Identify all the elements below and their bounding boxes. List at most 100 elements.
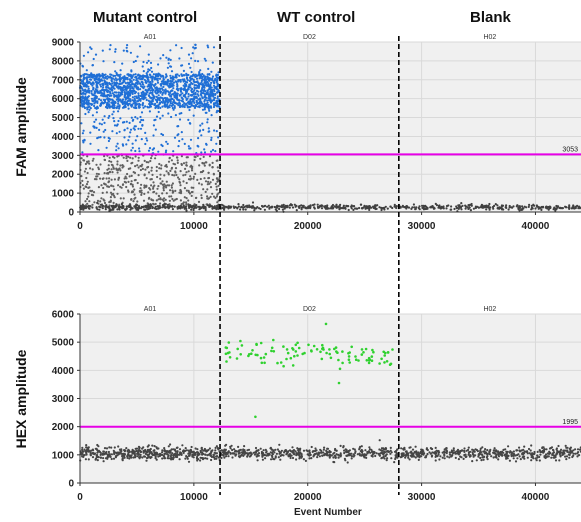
droplet-point xyxy=(253,206,256,209)
droplet-point xyxy=(221,451,224,454)
droplet-point xyxy=(94,53,98,56)
droplet-point xyxy=(169,450,172,453)
droplet-point xyxy=(425,447,428,450)
droplet-point xyxy=(143,455,147,458)
droplet-point xyxy=(146,106,150,109)
droplet-point xyxy=(277,456,280,459)
droplet-point xyxy=(307,343,310,347)
droplet-point xyxy=(182,451,185,454)
droplet-point xyxy=(217,169,220,173)
droplet-point xyxy=(237,445,240,448)
droplet-point xyxy=(153,445,156,448)
droplet-point xyxy=(85,185,88,189)
droplet-point xyxy=(210,88,214,92)
droplet-point xyxy=(139,449,142,452)
droplet-point xyxy=(339,452,342,455)
droplet-point xyxy=(559,454,562,457)
droplet-point xyxy=(191,82,194,85)
droplet-point xyxy=(176,85,179,88)
droplet-point xyxy=(461,204,464,207)
droplet-point xyxy=(479,447,482,450)
droplet-point xyxy=(174,95,177,98)
droplet-point xyxy=(93,104,96,108)
droplet-point xyxy=(354,355,357,358)
droplet-point xyxy=(121,62,124,65)
droplet-point xyxy=(116,78,119,81)
droplet-point xyxy=(108,160,111,163)
droplet-point xyxy=(442,207,445,210)
droplet-point xyxy=(119,98,122,101)
droplet-point xyxy=(499,451,502,454)
droplet-point xyxy=(385,459,388,462)
droplet-point xyxy=(189,66,192,69)
droplet-point xyxy=(104,101,107,104)
droplet-point xyxy=(156,453,159,456)
droplet-point xyxy=(164,92,167,95)
droplet-point xyxy=(80,452,83,455)
droplet-point xyxy=(214,446,217,449)
droplet-point xyxy=(166,106,169,109)
droplet-point xyxy=(430,206,433,209)
droplet-point xyxy=(210,451,213,454)
droplet-point xyxy=(216,193,219,196)
droplet-point xyxy=(114,74,117,77)
droplet-point xyxy=(206,99,209,102)
droplet-point xyxy=(179,170,182,173)
droplet-point xyxy=(105,106,108,109)
droplet-point xyxy=(114,204,117,207)
droplet-point xyxy=(257,452,261,455)
droplet-point xyxy=(215,188,218,191)
droplet-point xyxy=(139,127,143,130)
droplet-point xyxy=(216,83,219,86)
droplet-point xyxy=(117,176,121,179)
droplet-point xyxy=(561,207,565,210)
droplet-point xyxy=(84,92,87,96)
droplet-point xyxy=(193,203,196,206)
droplet-point xyxy=(364,449,367,452)
droplet-point xyxy=(107,450,110,454)
droplet-point xyxy=(433,451,436,455)
droplet-point xyxy=(308,454,311,457)
droplet-point xyxy=(133,205,136,208)
droplet-point xyxy=(163,455,166,458)
droplet-point xyxy=(173,174,176,177)
droplet-point xyxy=(207,107,210,110)
droplet-point xyxy=(148,110,151,113)
droplet-point xyxy=(194,87,198,90)
droplet-point xyxy=(255,207,258,210)
droplet-point xyxy=(552,208,555,211)
droplet-point xyxy=(95,95,98,98)
droplet-point xyxy=(198,130,201,133)
droplet-point xyxy=(269,446,272,449)
droplet-point xyxy=(103,201,107,205)
droplet-point xyxy=(161,457,164,460)
droplet-point xyxy=(156,77,159,80)
droplet-point xyxy=(177,145,180,148)
droplet-point xyxy=(82,129,85,132)
droplet-point xyxy=(85,100,88,104)
droplet-point xyxy=(309,204,312,207)
droplet-point xyxy=(140,80,143,83)
x-tick-label: 0 xyxy=(77,221,83,232)
droplet-point xyxy=(184,93,187,96)
x-tick-label: 20000 xyxy=(294,492,322,503)
droplet-point xyxy=(96,199,100,202)
droplet-point xyxy=(187,460,191,463)
droplet-point xyxy=(374,204,377,207)
droplet-point xyxy=(323,446,326,449)
droplet-point xyxy=(335,203,338,206)
droplet-point xyxy=(548,207,551,210)
droplet-point xyxy=(171,205,174,208)
droplet-point xyxy=(486,458,489,461)
droplet-point xyxy=(295,209,298,212)
droplet-point xyxy=(256,449,259,452)
droplet-point xyxy=(107,89,110,92)
droplet-point xyxy=(330,205,333,208)
droplet-point xyxy=(134,149,137,153)
droplet-point xyxy=(99,456,103,459)
droplet-point xyxy=(517,453,520,456)
droplet-point xyxy=(505,454,509,457)
droplet-point xyxy=(181,64,184,67)
droplet-point xyxy=(414,208,417,211)
droplet-point xyxy=(118,130,121,133)
